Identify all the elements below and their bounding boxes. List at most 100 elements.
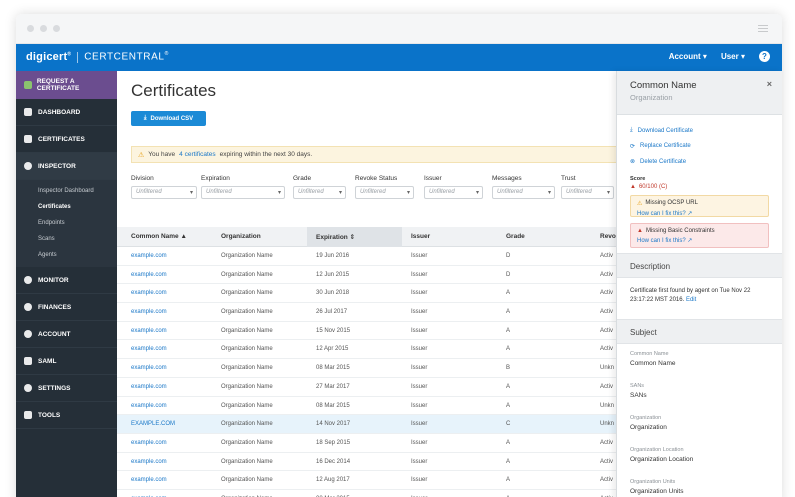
col-issuer[interactable]: Issuer: [411, 233, 431, 240]
common-name-link[interactable]: example.com: [131, 477, 167, 484]
grade-select[interactable]: Unfiltered: [293, 186, 346, 199]
common-name-link[interactable]: example.com: [131, 327, 167, 334]
help-icon[interactable]: ?: [759, 51, 770, 62]
score-label: Score: [630, 175, 646, 182]
cell-rev: Activ: [600, 496, 613, 497]
user-menu[interactable]: User ▾: [720, 52, 745, 61]
cell-exp: 08 Mar 2015: [316, 365, 350, 372]
table-row[interactable]: example.com Organization Name 19 Jun 2016 I…: [117, 247, 616, 266]
filter-messages: Messages Unfiltered: [492, 175, 555, 199]
sidebar-subitem-certificates[interactable]: Certificates: [38, 204, 71, 210]
table-row[interactable]: example.com Organization Name 08 Mar 2015 I…: [117, 359, 616, 378]
cell-issuer: Issuer: [411, 346, 428, 353]
delete-certificate-link[interactable]: ⊗ Delete Certificate: [630, 158, 687, 166]
expiring-certificates-link[interactable]: 4 certificates: [179, 151, 216, 158]
sidebar-item-settings[interactable]: SETTINGS: [16, 375, 117, 402]
cell-exp: 12 Jun 2015: [316, 271, 350, 278]
common-name-link[interactable]: example.com: [131, 496, 167, 497]
revoke-status-select[interactable]: Unfiltered: [355, 186, 414, 199]
cell-org: Organization Name: [221, 402, 273, 409]
issue-missing-ocsp: ⚠ Missing OCSP URL How can I fix this? ↗: [630, 194, 769, 217]
panel-header: Common Name Organization ×: [617, 71, 782, 115]
cell-issuer: Issuer: [411, 402, 428, 409]
common-name-link[interactable]: example.com: [131, 346, 167, 353]
sidebar-item-certificates[interactable]: CERTIFICATES: [16, 126, 117, 153]
cell-rev: Unkn: [600, 421, 615, 428]
table-row[interactable]: example.com Organization Name 18 Sep 2015 I…: [117, 434, 616, 453]
issuer-select[interactable]: Unfiltered: [424, 186, 483, 199]
common-name-link[interactable]: example.com: [131, 383, 167, 390]
common-name-link[interactable]: example.com: [131, 309, 167, 316]
table-row[interactable]: example.com Organization Name 08 Mar 2015 I…: [117, 397, 616, 416]
field-value: Organization Units: [630, 487, 684, 495]
download-icon: ⤓: [143, 115, 147, 121]
col-revoke[interactable]: Revo: [600, 233, 616, 240]
cell-org: Organization Name: [221, 271, 273, 278]
sidebar-subitem-agents[interactable]: Agents: [38, 252, 57, 258]
cell-grade: A: [506, 309, 511, 316]
sidebar-subitem-endpoints[interactable]: Endpoints: [38, 220, 65, 226]
table-row[interactable]: example.com Organization Name 08 Mar 2015 I…: [117, 490, 616, 497]
sidebar-item-monitor[interactable]: MONITOR: [16, 267, 117, 294]
sidebar-item-tools[interactable]: TOOLS: [16, 402, 117, 429]
table-row[interactable]: example.com Organization Name 12 Apr 2015 I…: [117, 340, 616, 360]
expiration-select[interactable]: Unfiltered: [201, 186, 285, 199]
sidebar-item-saml[interactable]: SAML: [16, 348, 117, 375]
close-icon[interactable]: ×: [766, 79, 772, 89]
col-organization[interactable]: Organization: [221, 233, 261, 240]
cell-exp: 27 Mar 2017: [316, 383, 350, 390]
common-name-link[interactable]: example.com: [131, 253, 167, 259]
table-row[interactable]: example.com Organization Name 16 Dec 2014 I…: [117, 453, 616, 472]
cell-grade: B: [506, 365, 511, 372]
table-row[interactable]: example.com Organization Name 12 Aug 2017 I…: [117, 471, 616, 490]
cell-org: Organization Name: [221, 253, 273, 259]
common-name-link[interactable]: example.com: [131, 402, 167, 409]
col-expiration[interactable]: Expiration ⇕: [316, 234, 356, 241]
cell-issuer: Issuer: [411, 253, 428, 259]
request-certificate-button[interactable]: REQUEST A CERTIFICATE: [16, 71, 117, 99]
hamburger-icon[interactable]: [758, 25, 768, 34]
certificate-icon: [24, 135, 32, 143]
trust-select[interactable]: Unfiltered: [561, 186, 614, 199]
col-grade[interactable]: Grade: [506, 233, 525, 240]
expiration-alert: ⚠ You have 4 certificates expiring withi…: [131, 146, 616, 163]
common-name-link[interactable]: example.com: [131, 439, 167, 446]
common-name-link[interactable]: example.com: [131, 271, 167, 278]
brand-logo[interactable]: digicert® CERTCENTRAL®: [26, 51, 169, 63]
edit-description-link[interactable]: Edit: [685, 296, 697, 303]
fix-constraints-link[interactable]: How can I fix this? ↗: [637, 237, 693, 244]
sidebar-item-account[interactable]: ACCOUNT: [16, 321, 117, 348]
account-menu[interactable]: Account ▾: [668, 52, 707, 61]
cell-grade: A: [506, 439, 511, 446]
filter-revoke-status: Revoke Status Unfiltered: [355, 175, 414, 199]
table-row[interactable]: example.com Organization Name 12 Jun 2015 I…: [117, 266, 616, 285]
cell-rev: Activ: [600, 290, 614, 297]
division-select[interactable]: Unfiltered: [131, 186, 197, 199]
cell-org: Organization Name: [221, 439, 273, 446]
sidebar-item-finances[interactable]: FINANCES: [16, 294, 117, 321]
sidebar-subitem-scans[interactable]: Scans: [38, 236, 55, 242]
table-row[interactable]: example.com Organization Name 30 Jun 2018 I…: [117, 284, 616, 304]
table-row[interactable]: EXAMPLE.COM Organization Name 14 Nov 2017 I…: [117, 415, 616, 434]
download-certificate-link[interactable]: ⤓ Download Certificate: [630, 127, 694, 134]
table-row[interactable]: example.com Organization Name 26 Jul 2017 I…: [117, 303, 616, 322]
cell-exp: 18 Sep 2015: [316, 439, 351, 446]
filter-trust: Trust Unfiltered: [561, 175, 614, 199]
common-name-link[interactable]: example.com: [131, 290, 167, 297]
sidebar-subitem-inspector-dashboard[interactable]: Inspector Dashboard: [38, 188, 94, 194]
issue-missing-basic-constraints: ▲ Missing Basic Constraints How can I fix…: [630, 222, 769, 248]
cell-rev: Activ: [600, 327, 614, 334]
sidebar-item-inspector[interactable]: INSPECTOR: [16, 153, 117, 180]
common-name-link[interactable]: example.com: [131, 365, 167, 372]
download-csv-button[interactable]: ⤓ Download CSV: [131, 111, 206, 126]
table-row[interactable]: example.com Organization Name 27 Mar 2017 I…: [117, 378, 616, 397]
account-icon: [24, 330, 32, 338]
fix-ocsp-link[interactable]: How can I fix this? ↗: [637, 210, 693, 217]
common-name-link[interactable]: EXAMPLE.COM: [131, 421, 176, 428]
sidebar-item-dashboard[interactable]: DASHBOARD: [16, 99, 117, 126]
messages-select[interactable]: Unfiltered: [492, 186, 555, 199]
common-name-link[interactable]: example.com: [131, 458, 167, 465]
replace-certificate-link[interactable]: ⟳ Replace Certificate: [630, 143, 691, 150]
col-common-name[interactable]: Common Name ▲: [131, 233, 187, 240]
table-row[interactable]: example.com Organization Name 15 Nov 2015 I…: [117, 322, 616, 341]
